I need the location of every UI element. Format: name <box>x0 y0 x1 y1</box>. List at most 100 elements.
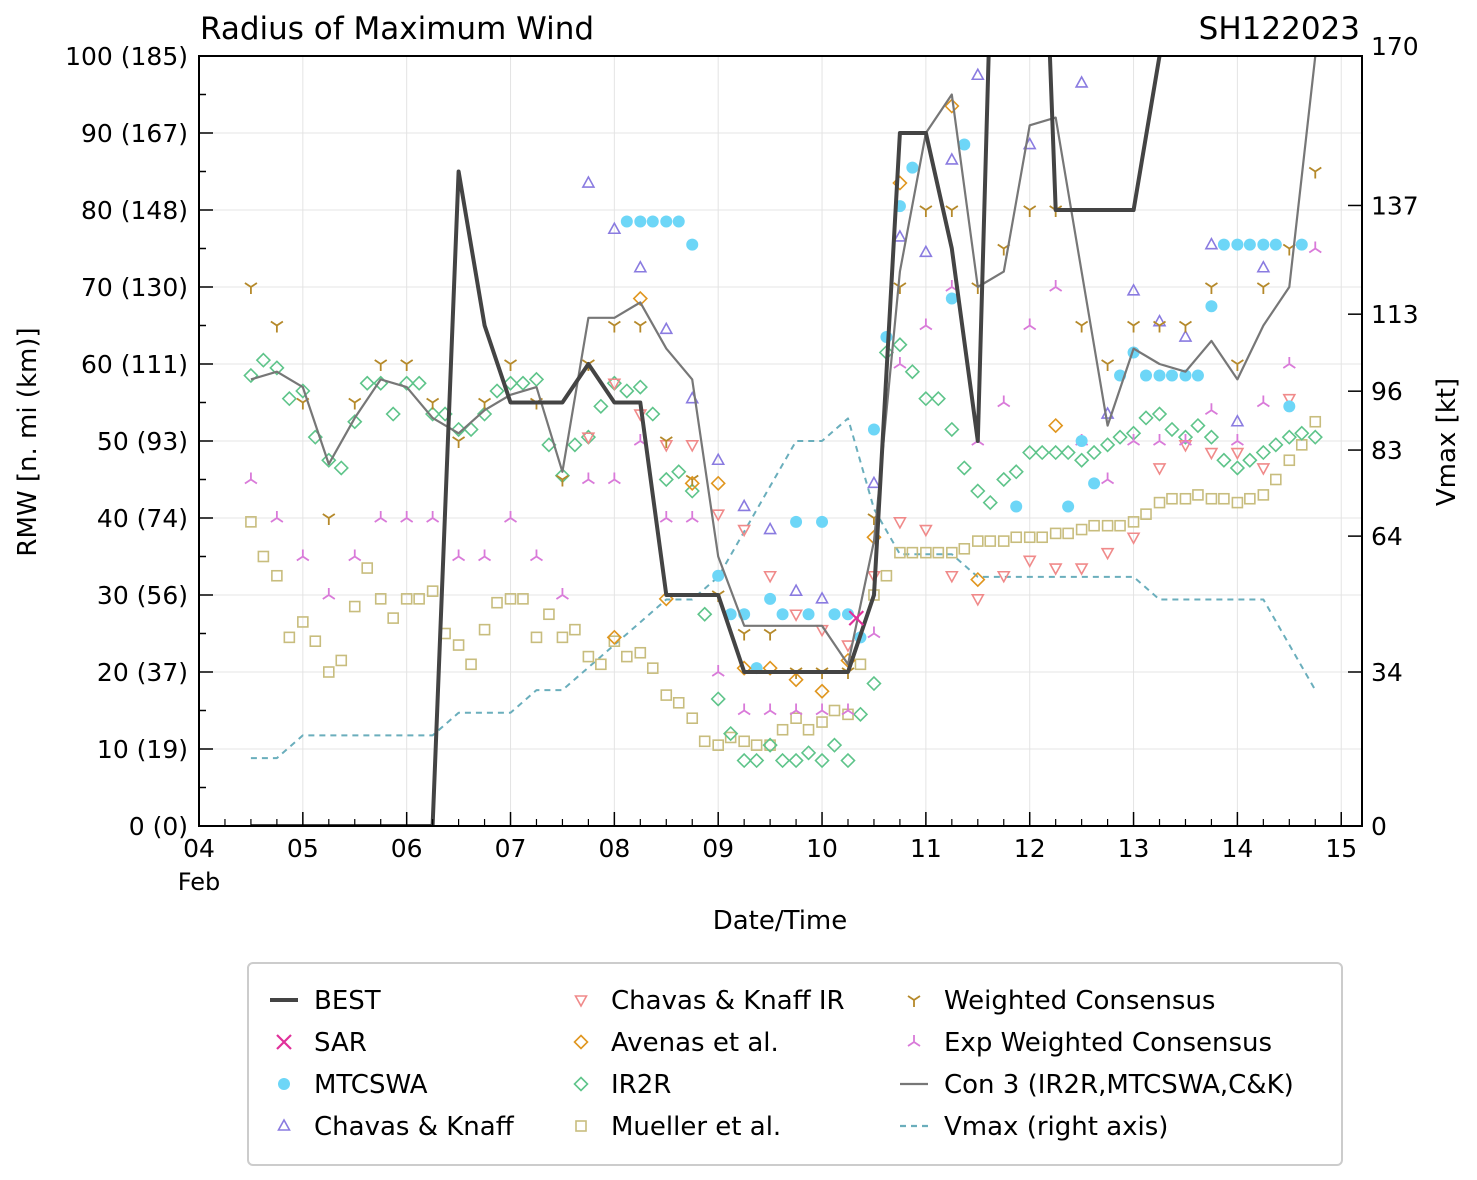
mueller-et-al-point-shape <box>1283 454 1296 467</box>
exp-weighted-consensus-point <box>1282 357 1296 369</box>
x-tick-label: 05 <box>287 834 319 863</box>
mueller-et-al-point <box>322 666 335 678</box>
chavas-knaff-ir-point-shape <box>763 570 777 584</box>
y2-tick-label: 34 <box>1371 658 1403 687</box>
exp-weighted-consensus-point-shape <box>685 511 699 523</box>
mtcswa-point <box>790 515 803 528</box>
legend-swatch-mtcswa <box>278 1078 290 1090</box>
exp-weighted-consensus-point <box>1256 395 1270 408</box>
chavas-knaff-point-shape <box>1204 236 1219 250</box>
mueller-et-al-point-shape <box>816 716 828 728</box>
chavas-knaff-point-shape <box>607 221 622 235</box>
mtcswa-point <box>958 138 971 151</box>
ir2r-point-shape <box>982 494 998 511</box>
mueller-et-al-point-shape <box>1205 492 1218 505</box>
x-tick-label: 10 <box>806 834 838 863</box>
ir2r-point <box>1190 417 1206 434</box>
y-tick-label: 70 (130) <box>81 273 188 302</box>
chavas-knaff-ir-point-shape <box>685 440 700 453</box>
exp-weighted-consensus-point-shape <box>997 395 1011 408</box>
mueller-et-al-point <box>1192 489 1204 501</box>
legend-label-chavas-knaff-ir: Chavas & Knaff IR <box>611 986 845 1016</box>
ir2r-point-shape <box>788 752 804 769</box>
mueller-et-al-point <box>1036 531 1048 544</box>
chavas-knaff-ir-point-shape <box>944 570 959 584</box>
mueller-et-al-point <box>297 616 309 628</box>
mueller-et-al-point-shape <box>297 616 309 628</box>
chavas-knaff-ir-point-shape <box>1100 547 1115 561</box>
weighted-consensus-point <box>1153 320 1167 333</box>
chavas-knaff-point <box>1152 313 1167 327</box>
exp-weighted-consensus-point-shape <box>555 588 569 600</box>
chavas-knaff-ir-point-shape <box>1204 447 1219 461</box>
mueller-et-al-point <box>776 723 789 736</box>
mueller-et-al-point <box>660 689 673 701</box>
mueller-et-al-point <box>335 654 348 667</box>
y-tick-label: 40 (74) <box>97 504 188 533</box>
ir2r-point <box>255 352 272 368</box>
mtcswa-point-shape <box>1283 400 1296 413</box>
ir2r-point-shape <box>697 606 713 622</box>
weighted-consensus-point <box>737 628 751 641</box>
mueller-et-al-point-shape <box>1218 492 1230 505</box>
exp-weighted-consensus-point <box>1308 241 1322 254</box>
chavas-knaff-ir-point-shape <box>1152 463 1167 476</box>
ir2r-point <box>450 421 467 438</box>
y-tick-label: 0 (0) <box>129 812 188 841</box>
mueller-et-al-point-shape <box>1179 492 1192 505</box>
mueller-et-al-point <box>1309 415 1322 428</box>
mtcswa-point-shape <box>1217 238 1230 251</box>
exp-weighted-consensus-point <box>374 511 388 523</box>
mueller-et-al-point-shape <box>245 516 257 528</box>
exp-weighted-consensus-point-shape <box>478 549 492 562</box>
exp-weighted-consensus-point <box>581 472 595 485</box>
ir2r-point <box>567 437 583 453</box>
chavas-knaff-ir-point <box>1230 447 1245 461</box>
mueller-et-al-point-shape <box>478 623 491 636</box>
chavas-knaff-point-shape <box>1126 283 1141 296</box>
y-tick-label: 90 (167) <box>81 119 188 148</box>
weighted-consensus-point <box>348 397 362 410</box>
mueller-et-al-point-shape <box>452 639 465 651</box>
mueller-et-al-point-shape <box>984 535 997 547</box>
exp-weighted-consensus-point-shape <box>426 511 440 523</box>
mueller-et-al-point-shape <box>790 712 802 725</box>
mtcswa-point-shape <box>776 608 789 621</box>
ir2r-point <box>956 460 972 476</box>
exp-weighted-consensus-point-shape <box>1256 395 1270 408</box>
ir2r-point <box>684 483 700 499</box>
legend-label-mtcswa: MTCSWA <box>314 1070 428 1100</box>
ir2r-point <box>930 391 946 407</box>
mueller-et-al-point <box>816 716 828 728</box>
mtcswa-point <box>660 215 673 228</box>
avenas-et-al-point <box>944 98 960 114</box>
mtcswa-point <box>1217 238 1230 251</box>
mtcswa-point-shape <box>867 423 880 436</box>
chavas-knaff-ir-point <box>893 517 907 530</box>
ir2r-point <box>1242 452 1258 468</box>
exp-weighted-consensus-point-shape <box>815 703 829 716</box>
ir2r-point <box>671 464 687 480</box>
ir2r-point-shape <box>904 364 921 380</box>
mueller-et-al-point <box>920 546 932 559</box>
mueller-et-al-point <box>672 696 685 709</box>
chavas-knaff-point-shape <box>581 175 596 188</box>
mtcswa-point-shape <box>1295 238 1308 251</box>
x-tick-label: 08 <box>598 834 630 863</box>
exp-weighted-consensus-point <box>1101 472 1115 485</box>
mueller-et-al-point <box>348 600 361 613</box>
exp-weighted-consensus-point <box>1178 434 1192 446</box>
chavas-knaff-ir-point <box>737 524 752 538</box>
ir2r-point <box>333 460 349 476</box>
ir2r-point-shape <box>385 406 401 422</box>
mtcswa-point-shape <box>1205 300 1218 313</box>
mueller-et-al-point <box>1283 454 1296 467</box>
mueller-et-al-point-shape <box>1088 519 1100 532</box>
chavas-knaff-ir-point-shape <box>607 378 622 391</box>
x-tick-label: 04 <box>183 834 215 863</box>
avenas-et-al-point <box>788 672 804 688</box>
mtcswa-point <box>672 215 685 228</box>
chavas-knaff-ir-point-shape <box>919 524 933 538</box>
mtcswa-point-shape <box>828 608 841 621</box>
ir2r-point <box>1255 444 1271 461</box>
